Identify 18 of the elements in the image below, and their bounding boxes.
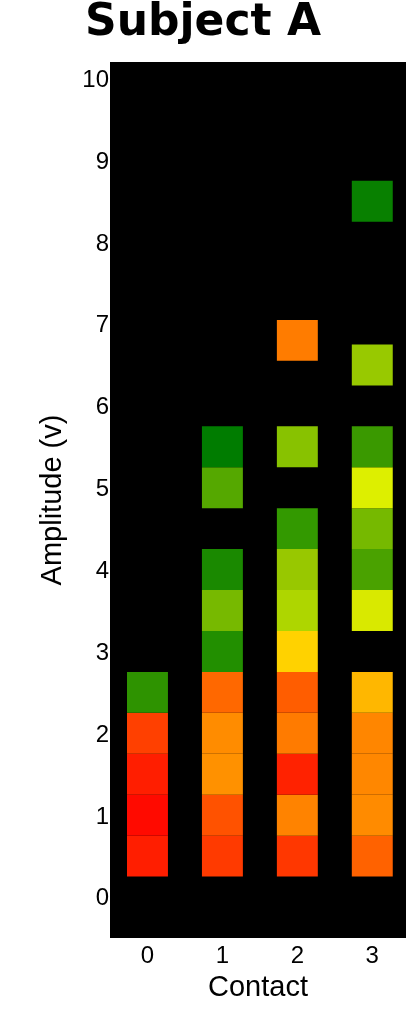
- y-tick-label: 7: [95, 310, 109, 338]
- x-tick-label: 2: [290, 941, 305, 968]
- y-tick-label: 3: [95, 637, 109, 665]
- y-tick-label: 0: [95, 883, 109, 911]
- y-tick-label: 4: [95, 555, 109, 583]
- x-tick-label: 1: [215, 941, 230, 968]
- y-tick-label: 9: [95, 146, 109, 174]
- y-tick-label: 8: [95, 228, 109, 256]
- x-tick-label: 0: [140, 941, 155, 968]
- x-tick-label: 3: [365, 941, 379, 968]
- y-tick-label: 5: [95, 474, 109, 502]
- y-tick-label: 1: [95, 801, 109, 829]
- y-tick-label: 2: [95, 719, 109, 747]
- chart-title: Subject A: [85, 0, 321, 45]
- y-axis-title: Amplitude (v): [34, 414, 67, 586]
- x-axis-title: Contact: [208, 969, 308, 1002]
- y-tick-label: 6: [95, 392, 109, 420]
- y-tick-label: 10: [82, 64, 109, 92]
